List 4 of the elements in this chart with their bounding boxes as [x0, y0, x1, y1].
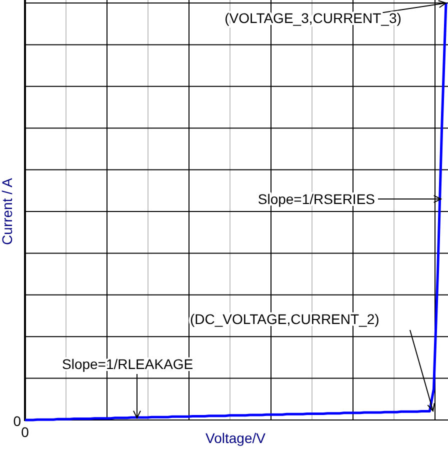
text: 0 [21, 424, 30, 440]
text: 0 [13, 413, 22, 429]
x-axis-title: Voltage/V [206, 430, 266, 446]
y-axis-title: Current / A [0, 177, 15, 245]
